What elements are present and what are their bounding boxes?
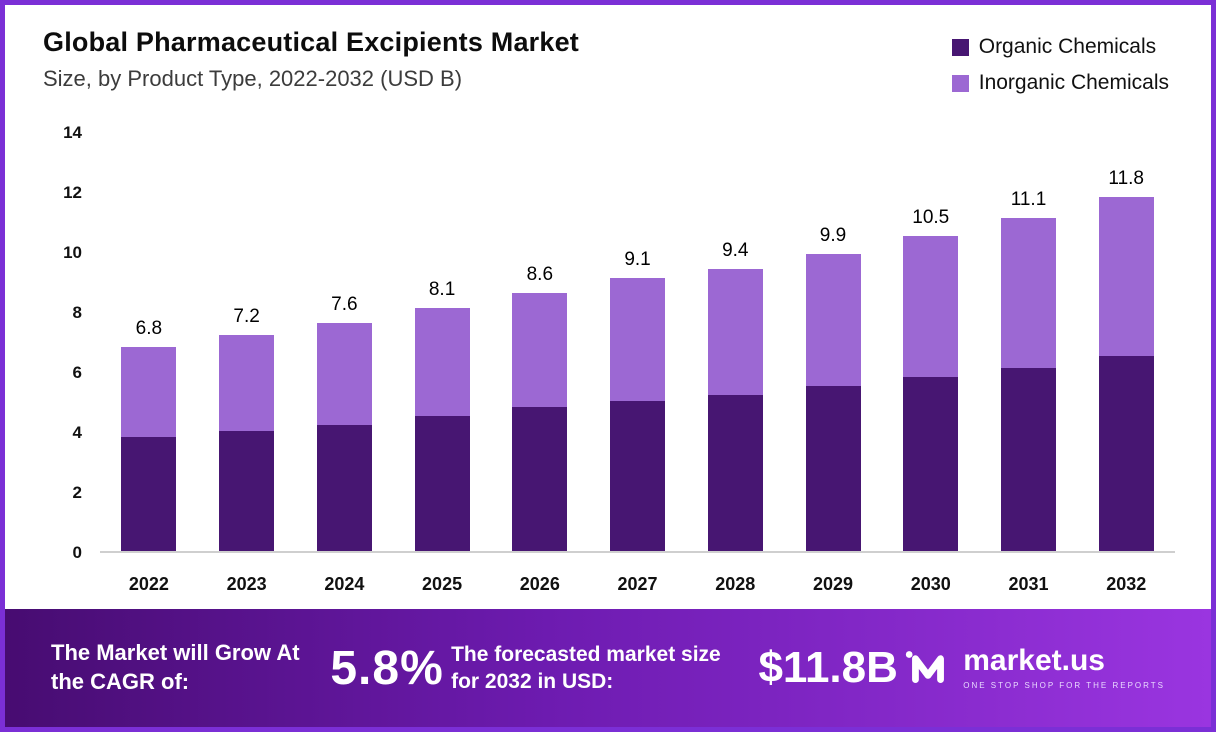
bar-segment-inorganic[interactable] xyxy=(121,347,177,437)
bar-segment-inorganic[interactable] xyxy=(707,269,763,395)
bar-value-label: 7.2 xyxy=(233,306,260,327)
y-tick-label: 8 xyxy=(72,303,82,322)
x-axis-label: 2032 xyxy=(1106,574,1147,594)
chart-legend: Organic Chemicals Inorganic Chemicals xyxy=(951,35,1169,95)
bar-value-label: 8.1 xyxy=(428,279,456,300)
legend-label-inorganic: Inorganic Chemicals xyxy=(978,71,1169,94)
bar-segment-inorganic[interactable] xyxy=(512,293,568,407)
title-block: Global Pharmaceutical Excipients Market … xyxy=(43,27,579,92)
x-axis-label: 2024 xyxy=(324,574,365,594)
bar-segment-organic[interactable] xyxy=(805,386,861,551)
bar-value-label: 8.6 xyxy=(526,264,554,285)
bar-segment-organic[interactable] xyxy=(316,425,372,551)
bar-group: 9.4 2028 xyxy=(686,133,784,594)
page-title: Global Pharmaceutical Excipients Market xyxy=(43,27,580,57)
bar-group: 7.6 2024 xyxy=(295,133,393,594)
bar-group: 11.8 2032 xyxy=(1077,133,1175,594)
bar-segment-inorganic[interactable] xyxy=(1000,218,1056,368)
legend-swatch-inorganic-icon xyxy=(951,74,969,92)
bar-group: 8.1 2025 xyxy=(393,133,491,594)
bar-group: 11.1 2031 xyxy=(980,133,1078,594)
bar-segment-inorganic[interactable] xyxy=(414,308,470,416)
page-subtitle: Size, by Product Type, 2022-2032 (USD B) xyxy=(43,66,463,91)
bar-segment-organic[interactable] xyxy=(121,437,177,551)
bar-group: 9.1 2027 xyxy=(589,133,687,594)
bar-segment-organic[interactable] xyxy=(610,401,666,551)
legend-item-inorganic[interactable]: Inorganic Chemicals xyxy=(951,71,1169,95)
x-axis-label: 2028 xyxy=(715,574,756,594)
legend-swatch-organic-icon xyxy=(951,38,969,56)
x-axis-label: 2022 xyxy=(128,574,169,594)
bar-value-label: 9.4 xyxy=(722,240,749,261)
bar-group: 8.6 2026 xyxy=(491,133,589,594)
brand-name: market.us xyxy=(963,644,1105,677)
x-axis-label: 2026 xyxy=(519,574,560,594)
bar-segment-inorganic[interactable] xyxy=(219,335,275,431)
cagr-value: 5.8% xyxy=(330,641,444,695)
cagr-label: The Market will Grow At the CAGR of: xyxy=(51,640,300,694)
bar-value-label: 11.8 xyxy=(1108,168,1144,189)
bar-group: 10.5 2030 xyxy=(882,133,980,594)
x-axis-label: 2030 xyxy=(910,574,951,594)
brand-block[interactable]: market.us ONE STOP SHOP FOR THE REPORTS xyxy=(905,645,1165,692)
bar-value-label: 7.6 xyxy=(331,294,358,315)
bar-group: 9.9 2029 xyxy=(784,133,882,594)
bar-segment-inorganic[interactable] xyxy=(316,323,372,425)
plot-area: 6.8 2022 7.2 2023 7.6 2024 8.1 2025 8.6 2026 9.1 20… xyxy=(100,133,1175,594)
y-tick-label: 12 xyxy=(63,183,82,202)
x-axis-label: 2025 xyxy=(422,574,463,594)
x-axis-label: 2029 xyxy=(812,574,854,594)
marketus-logo-icon xyxy=(905,645,951,692)
bar-value-label: 10.5 xyxy=(912,207,950,228)
y-tick-label: 14 xyxy=(63,123,82,142)
brand-tagline: ONE STOP SHOP FOR THE REPORTS xyxy=(963,681,1165,690)
legend-item-organic[interactable]: Organic Chemicals xyxy=(951,35,1169,59)
y-tick-label: 4 xyxy=(72,423,82,442)
x-axis-label: 2031 xyxy=(1008,574,1049,594)
forecast-label: The forecasted market size for 2032 in U… xyxy=(451,642,721,693)
bar-segment-organic[interactable] xyxy=(707,395,763,551)
bar-value-label: 9.9 xyxy=(819,225,847,246)
bar-group: 7.2 2023 xyxy=(198,133,296,594)
y-tick-label: 10 xyxy=(63,243,82,262)
bar-value-label: 11.1 xyxy=(1010,189,1047,210)
y-tick-label: 2 xyxy=(72,483,82,502)
bar-segment-organic[interactable] xyxy=(1000,368,1056,551)
bar-segment-organic[interactable] xyxy=(1098,356,1154,551)
bar-segment-organic[interactable] xyxy=(219,431,275,551)
bar-segment-inorganic[interactable] xyxy=(805,254,861,386)
legend-label-organic: Organic Chemicals xyxy=(978,35,1157,58)
brand-text: market.us ONE STOP SHOP FOR THE REPORTS xyxy=(963,644,1165,691)
chart-section: Global Pharmaceutical Excipients Market … xyxy=(5,5,1211,609)
x-axis-label: 2027 xyxy=(617,574,658,594)
y-tick-label: 0 xyxy=(72,543,82,562)
bar-value-label: 9.1 xyxy=(624,249,651,270)
bar-segment-inorganic[interactable] xyxy=(610,278,666,401)
footer-banner: The Market will Grow At the CAGR of: 5.8… xyxy=(5,609,1211,727)
y-axis: 0 2 4 6 8 10 12 14 xyxy=(35,123,90,562)
y-tick-label: 6 xyxy=(72,363,82,382)
bar-segment-organic[interactable] xyxy=(903,377,959,551)
forecast-value: $11.8B xyxy=(758,643,898,692)
bar-group: 6.8 2022 xyxy=(100,133,198,594)
bar-segment-inorganic[interactable] xyxy=(903,236,959,377)
bar-segment-organic[interactable] xyxy=(414,416,470,551)
bar-value-label: 6.8 xyxy=(135,318,163,339)
bar-segment-inorganic[interactable] xyxy=(1098,197,1154,356)
bar-segment-organic[interactable] xyxy=(512,407,568,551)
x-axis-label: 2023 xyxy=(226,574,267,594)
